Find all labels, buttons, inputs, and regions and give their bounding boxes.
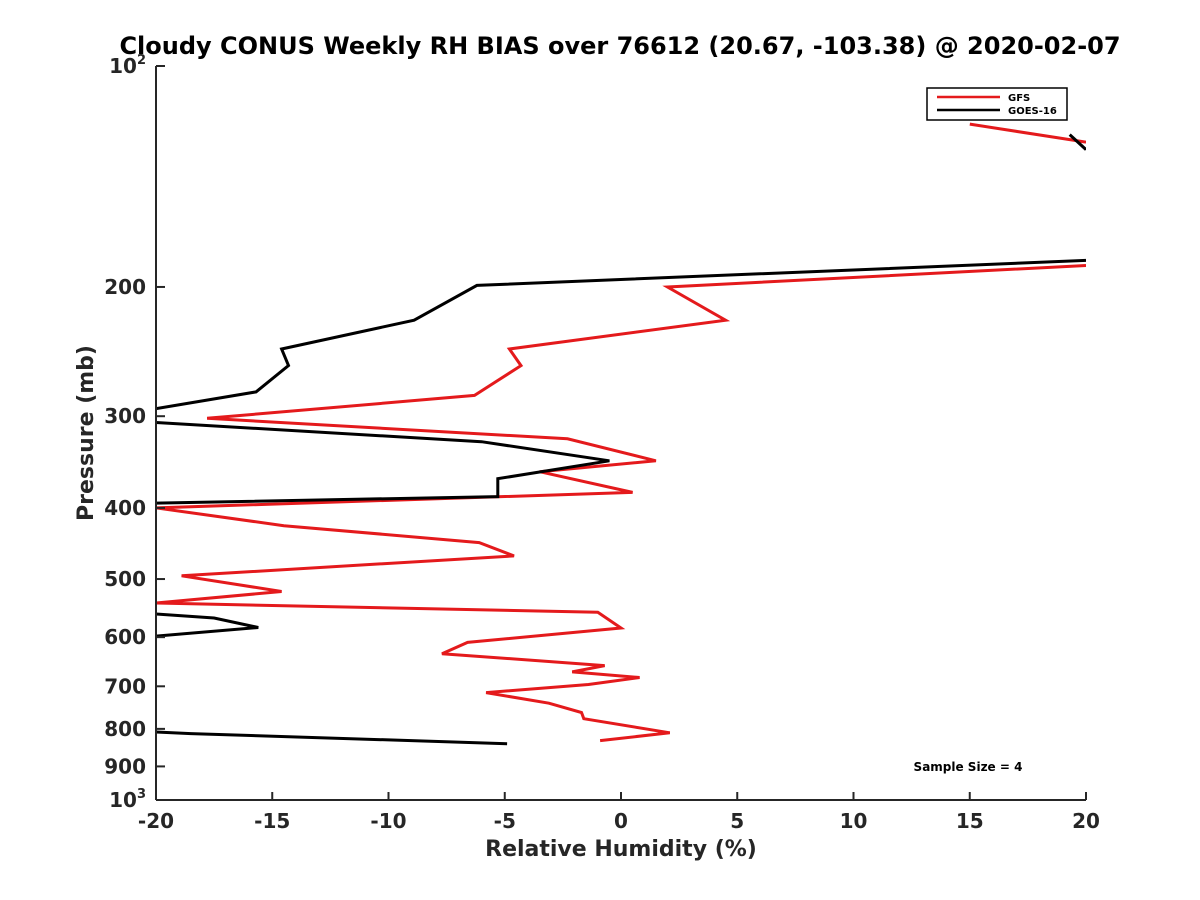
legend-label-goes16: GOES-16 bbox=[1008, 106, 1057, 117]
y-tick-label: 500 bbox=[104, 567, 146, 591]
y-ticks: 102 200 300 400 500 600 700 800 900 103 bbox=[104, 53, 165, 812]
x-tick-label: -5 bbox=[494, 809, 516, 833]
y-tick-label: 300 bbox=[104, 404, 146, 428]
x-axis-label: Relative Humidity (%) bbox=[485, 837, 757, 862]
x-tick-label: 15 bbox=[956, 809, 984, 833]
y-tick-label: 400 bbox=[104, 496, 146, 520]
series-goes16-line-3 bbox=[156, 612, 259, 638]
plot-lines bbox=[156, 122, 1086, 746]
y-tick-label: 600 bbox=[104, 625, 146, 649]
x-tick-label: -20 bbox=[138, 809, 174, 833]
series-gfs-line-1 bbox=[156, 264, 1086, 743]
x-tick-label: 20 bbox=[1072, 809, 1100, 833]
x-tick-label: -10 bbox=[370, 809, 406, 833]
y-tick-label: 102 bbox=[109, 53, 146, 78]
x-tick-label: 10 bbox=[840, 809, 868, 833]
series-goes16-line-4 bbox=[156, 730, 508, 746]
sample-size-annotation: Sample Size = 4 bbox=[914, 760, 1023, 774]
series-goes16-line-1 bbox=[156, 258, 1086, 411]
series-gfs-line-0 bbox=[969, 122, 1086, 144]
x-ticks: -20 -15 -10 -5 0 5 10 15 20 bbox=[138, 792, 1100, 833]
y-tick-label: 900 bbox=[104, 754, 146, 778]
y-tick-label: 700 bbox=[104, 674, 146, 698]
y-tick-label: 103 bbox=[109, 787, 146, 812]
legend: GFS GOES-16 bbox=[926, 87, 1068, 121]
y-tick-label: 200 bbox=[104, 275, 146, 299]
legend-label-gfs: GFS bbox=[1008, 93, 1030, 104]
x-tick-label: 5 bbox=[730, 809, 744, 833]
x-tick-label: -15 bbox=[254, 809, 290, 833]
series-goes16-line-0 bbox=[1068, 133, 1086, 151]
y-tick-label: 800 bbox=[104, 717, 146, 741]
x-tick-label: 0 bbox=[614, 809, 628, 833]
chart-title: Cloudy CONUS Weekly RH BIAS over 76612 (… bbox=[119, 32, 1120, 60]
legend-box bbox=[926, 87, 1068, 121]
series-goes16-line-2 bbox=[156, 421, 610, 505]
y-axis-label: Pressure (mb) bbox=[74, 345, 99, 521]
